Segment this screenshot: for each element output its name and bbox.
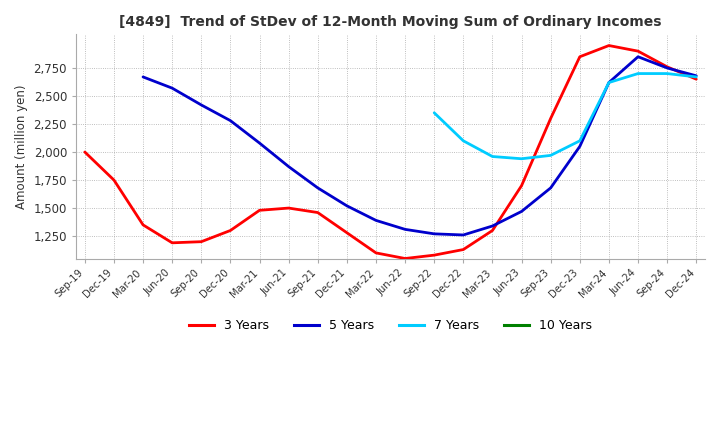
3 Years	[517, 183, 526, 188]
5 Years	[517, 209, 526, 214]
7 Years	[575, 138, 584, 143]
3 Years	[139, 222, 148, 227]
3 Years	[81, 150, 89, 155]
3 Years	[634, 48, 642, 54]
5 Years	[546, 185, 555, 191]
5 Years	[459, 232, 468, 238]
5 Years	[605, 80, 613, 85]
5 Years	[634, 54, 642, 59]
5 Years	[343, 203, 351, 209]
3 Years	[430, 253, 438, 258]
7 Years	[488, 154, 497, 159]
Line: 7 Years: 7 Years	[434, 73, 696, 159]
5 Years	[372, 218, 380, 223]
5 Years	[692, 73, 701, 78]
3 Years	[226, 228, 235, 233]
3 Years	[663, 64, 672, 70]
7 Years	[605, 80, 613, 85]
3 Years	[343, 230, 351, 235]
5 Years	[313, 185, 322, 191]
Line: 3 Years: 3 Years	[85, 46, 696, 259]
3 Years	[692, 77, 701, 82]
3 Years	[109, 177, 118, 183]
3 Years	[488, 228, 497, 233]
5 Years	[488, 224, 497, 229]
7 Years	[634, 71, 642, 76]
7 Years	[546, 153, 555, 158]
5 Years	[663, 65, 672, 70]
7 Years	[517, 156, 526, 161]
3 Years	[284, 205, 293, 211]
7 Years	[692, 74, 701, 80]
5 Years	[226, 118, 235, 123]
3 Years	[605, 43, 613, 48]
3 Years	[168, 240, 176, 246]
7 Years	[430, 110, 438, 115]
3 Years	[313, 210, 322, 215]
Line: 5 Years: 5 Years	[143, 57, 696, 235]
5 Years	[139, 74, 148, 80]
5 Years	[430, 231, 438, 236]
3 Years	[255, 208, 264, 213]
5 Years	[255, 140, 264, 146]
Legend: 3 Years, 5 Years, 7 Years, 10 Years: 3 Years, 5 Years, 7 Years, 10 Years	[184, 315, 597, 337]
5 Years	[284, 164, 293, 169]
5 Years	[168, 85, 176, 91]
5 Years	[575, 144, 584, 149]
3 Years	[372, 250, 380, 256]
Y-axis label: Amount (million yen): Amount (million yen)	[15, 84, 28, 209]
3 Years	[459, 247, 468, 252]
3 Years	[401, 256, 410, 261]
7 Years	[459, 138, 468, 143]
Title: [4849]  Trend of StDev of 12-Month Moving Sum of Ordinary Incomes: [4849] Trend of StDev of 12-Month Moving…	[120, 15, 662, 29]
3 Years	[546, 116, 555, 121]
5 Years	[401, 227, 410, 232]
3 Years	[197, 239, 206, 244]
3 Years	[575, 54, 584, 59]
5 Years	[197, 103, 206, 108]
7 Years	[663, 71, 672, 76]
